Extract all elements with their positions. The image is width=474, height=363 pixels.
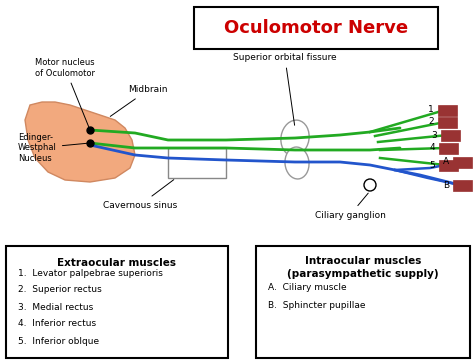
Text: Ciliary ganglion: Ciliary ganglion [315,193,385,220]
Text: Motor nucleus
of Oculomotor: Motor nucleus of Oculomotor [35,58,95,127]
FancyBboxPatch shape [439,159,458,171]
Text: Midbrain: Midbrain [110,86,168,117]
FancyBboxPatch shape [438,105,457,115]
FancyBboxPatch shape [441,130,461,140]
Text: 5.  Inferior oblque: 5. Inferior oblque [18,337,99,346]
FancyBboxPatch shape [454,156,473,167]
Ellipse shape [285,147,309,179]
Text: Oculomotor Nerve: Oculomotor Nerve [224,19,408,37]
FancyBboxPatch shape [439,143,458,154]
Text: Extraocular muscles: Extraocular muscles [57,258,176,268]
Circle shape [364,179,376,191]
FancyBboxPatch shape [454,179,473,191]
Text: 5: 5 [429,160,435,170]
Text: 2: 2 [428,118,434,126]
Text: Superior orbital fissure: Superior orbital fissure [233,53,337,125]
Text: 1.  Levator palpebrae superioris: 1. Levator palpebrae superioris [18,269,163,277]
Text: A.  Ciliary muscle: A. Ciliary muscle [268,284,346,293]
Text: A: A [443,158,449,167]
Text: 4.  Inferior rectus: 4. Inferior rectus [18,319,96,329]
Text: 3: 3 [431,131,437,139]
Text: 4: 4 [429,143,435,152]
Text: B.  Sphincter pupillae: B. Sphincter pupillae [268,301,365,310]
FancyBboxPatch shape [194,7,438,49]
Text: 1: 1 [428,106,434,114]
Text: 3.  Medial rectus: 3. Medial rectus [18,302,93,311]
FancyBboxPatch shape [256,246,470,358]
FancyBboxPatch shape [168,148,226,178]
Polygon shape [25,102,135,182]
Text: 2.  Superior rectus: 2. Superior rectus [18,286,102,294]
Text: Cavernous sinus: Cavernous sinus [103,180,177,209]
FancyBboxPatch shape [6,246,228,358]
FancyBboxPatch shape [438,117,457,127]
Text: Edinger-
Westphal
Nucleus: Edinger- Westphal Nucleus [18,133,87,163]
Text: Intraocular muscles
(parasympathetic supply): Intraocular muscles (parasympathetic sup… [287,256,439,279]
Ellipse shape [281,120,309,156]
Text: B: B [443,180,449,189]
